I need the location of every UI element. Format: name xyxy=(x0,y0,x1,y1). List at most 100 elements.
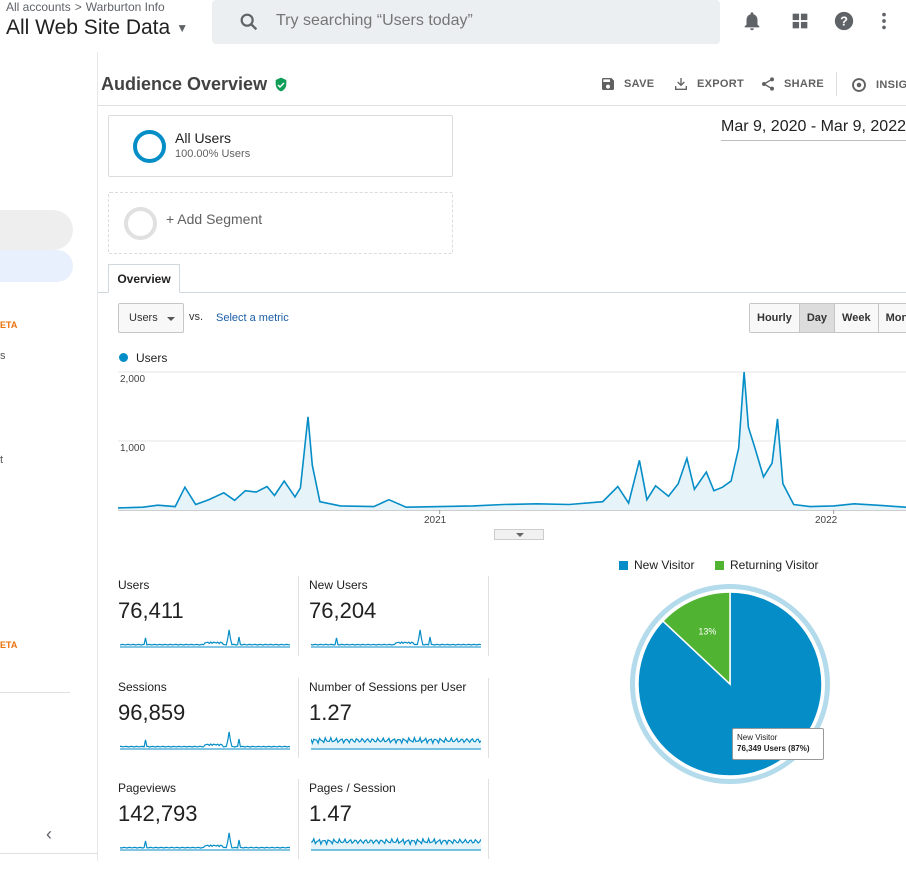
breadcrumb-all-accounts[interactable]: All accounts xyxy=(6,0,71,14)
export-button[interactable]: EXPORT xyxy=(673,76,744,92)
add-segment-button[interactable]: + Add Segment xyxy=(108,192,453,254)
tile-value: 76,411 xyxy=(118,598,184,624)
apps-grid-icon[interactable] xyxy=(789,10,811,32)
save-icon xyxy=(600,76,616,92)
divider xyxy=(0,853,98,854)
tile-value: 142,793 xyxy=(118,801,198,827)
date-range-picker[interactable]: Mar 9, 2020 - Mar 9, 2022 xyxy=(721,118,906,141)
divider xyxy=(298,779,299,859)
segment-name: All Users xyxy=(175,130,231,146)
sidebar-item-label[interactable]: s xyxy=(0,350,6,362)
left-sidebar: ETA s t ETA ‹ xyxy=(0,52,98,861)
save-button[interactable]: SAVE xyxy=(600,76,654,92)
sidebar-item-selected[interactable] xyxy=(0,210,73,250)
metric-tile-users[interactable]: Users 76,411 xyxy=(118,578,298,668)
sparkline xyxy=(120,626,290,648)
divider xyxy=(0,692,70,693)
granularity-day[interactable]: Day xyxy=(800,304,835,332)
tile-value: 96,859 xyxy=(118,700,185,726)
verified-shield-icon xyxy=(273,77,289,93)
breadcrumb-separator: > xyxy=(75,0,82,14)
divider xyxy=(298,576,299,656)
legend-swatch xyxy=(619,561,628,570)
page-title: Audience Overview xyxy=(101,74,289,95)
breadcrumb-account[interactable]: Warburton Info xyxy=(86,0,165,14)
select-metric-link[interactable]: Select a metric xyxy=(216,312,289,324)
sparkline xyxy=(311,728,481,750)
chevron-down-icon xyxy=(167,317,175,321)
collapse-sidebar-icon[interactable]: ‹ xyxy=(46,824,52,845)
insights-label: INSIGHTS xyxy=(876,79,906,91)
insights-button[interactable]: INSIGHTS xyxy=(850,76,906,94)
pie-legend-returning-visitor[interactable]: Returning Visitor xyxy=(715,558,819,572)
report-header: Audience Overview SAVE EXPORT SHARE INSI… xyxy=(98,52,906,106)
expand-chart-toggle[interactable] xyxy=(494,529,544,540)
pie-tooltip: New Visitor 76,349 Users (87%) xyxy=(732,728,824,760)
share-button[interactable]: SHARE xyxy=(760,76,824,92)
chevron-down-icon xyxy=(516,533,524,537)
divider xyxy=(836,72,837,96)
export-label: EXPORT xyxy=(697,78,744,90)
insights-icon xyxy=(850,76,868,94)
vs-label: vs. xyxy=(189,311,203,323)
tab-overview[interactable]: Overview xyxy=(108,264,180,293)
property-name: All Web Site Data xyxy=(6,16,170,40)
main-content: All Users 100.00% Users + Add Segment Ma… xyxy=(98,106,906,861)
metric-tile-new-users[interactable]: New Users 76,204 xyxy=(309,578,489,668)
tile-name: Pages / Session xyxy=(309,781,396,795)
sparkline xyxy=(311,626,481,648)
tile-name: Pageviews xyxy=(118,781,176,795)
more-vert-icon[interactable] xyxy=(873,10,895,32)
tile-value: 76,204 xyxy=(309,598,376,624)
granularity-selector: Hourly Day Week Month xyxy=(749,303,906,333)
sparkline-line xyxy=(120,630,290,645)
tooltip-value: 76,349 Users (87%) xyxy=(737,743,819,754)
tile-name: Number of Sessions per User xyxy=(309,680,466,694)
pie-legend-new-visitor[interactable]: New Visitor xyxy=(619,558,694,572)
search-box[interactable]: Try searching “Users today” xyxy=(212,0,720,44)
sparkline xyxy=(311,829,481,851)
download-icon xyxy=(673,76,689,92)
legend-label: Users xyxy=(136,351,167,365)
segment-all-users[interactable]: All Users 100.00% Users xyxy=(108,115,453,177)
legend-marker xyxy=(119,353,128,362)
divider xyxy=(488,576,489,656)
property-selector[interactable]: All Web Site Data ▼ xyxy=(6,16,188,40)
sparkline-line xyxy=(311,630,481,645)
granularity-month[interactable]: Month xyxy=(879,304,906,332)
tab-strip-line xyxy=(98,292,906,293)
sparkline xyxy=(120,829,290,851)
tooltip-title: New Visitor xyxy=(737,732,819,743)
metric-tile-sessions-per-user[interactable]: Number of Sessions per User 1.27 xyxy=(309,680,489,770)
beta-badge: ETA xyxy=(0,320,17,330)
segment-subtitle: 100.00% Users xyxy=(175,148,250,160)
granularity-hourly[interactable]: Hourly xyxy=(750,304,800,332)
y-tick-label: 1,000 xyxy=(120,443,145,454)
metric-dropdown[interactable]: Users xyxy=(118,303,184,333)
bell-icon[interactable] xyxy=(741,10,763,32)
segment-ring-icon xyxy=(124,207,157,240)
legend-label: New Visitor xyxy=(634,558,694,572)
users-line-chart xyxy=(118,366,906,532)
sidebar-item-active[interactable] xyxy=(0,250,73,282)
metric-dropdown-value: Users xyxy=(129,312,158,324)
sidebar-item-label[interactable]: t xyxy=(0,454,3,466)
sparkline xyxy=(120,728,290,750)
metric-tile-sessions[interactable]: Sessions 96,859 xyxy=(118,680,298,770)
help-icon[interactable]: ? xyxy=(833,10,855,32)
page-title-text: Audience Overview xyxy=(101,74,267,95)
segment-ring-icon xyxy=(133,130,166,163)
beta-badge: ETA xyxy=(0,640,17,650)
x-tick-label: 2022 xyxy=(815,515,837,526)
chevron-down-icon: ▼ xyxy=(176,21,188,35)
add-segment-label: + Add Segment xyxy=(166,211,262,227)
tile-name: Users xyxy=(118,578,149,592)
tile-name: Sessions xyxy=(118,680,167,694)
search-input[interactable]: Try searching “Users today” xyxy=(276,12,473,30)
granularity-week[interactable]: Week xyxy=(835,304,879,332)
metric-tile-pages-per-session[interactable]: Pages / Session 1.47 xyxy=(309,781,489,871)
save-label: SAVE xyxy=(624,78,654,90)
metric-tile-pageviews[interactable]: Pageviews 142,793 xyxy=(118,781,298,871)
divider xyxy=(298,678,299,758)
legend-swatch xyxy=(715,561,724,570)
